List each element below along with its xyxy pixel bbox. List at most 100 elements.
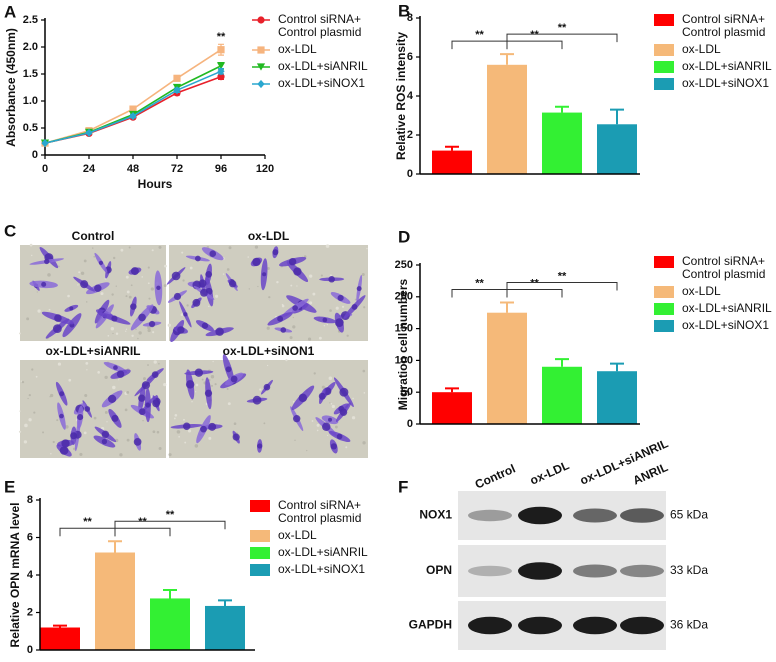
texture xyxy=(147,364,149,366)
cell-body xyxy=(59,446,69,455)
legend-label: ox-LDL+siNOX1 xyxy=(682,76,769,90)
texture xyxy=(266,267,270,270)
significance-label: ** xyxy=(558,22,567,34)
texture xyxy=(125,328,128,330)
y-tick-label: 50 xyxy=(401,386,413,398)
y-tick-label: 0 xyxy=(407,168,413,180)
significance-bracket xyxy=(451,289,508,298)
cell-body xyxy=(330,443,337,450)
texture xyxy=(281,303,284,306)
cell-body xyxy=(328,417,333,422)
texture xyxy=(346,334,349,337)
cell-body xyxy=(177,326,185,334)
y-axis-label: Migration cell numbers xyxy=(396,278,410,410)
texture xyxy=(195,383,199,387)
bar xyxy=(205,605,245,650)
legend-label: Control siRNA+ Control plasmid xyxy=(278,498,361,525)
texture xyxy=(254,245,259,249)
texture xyxy=(152,331,155,334)
legend-label: ox-LDL+siNOX1 xyxy=(682,318,769,332)
texture xyxy=(24,423,28,428)
texture xyxy=(292,401,295,403)
legend-marker xyxy=(257,16,265,24)
bar xyxy=(542,366,582,424)
texture xyxy=(257,285,259,288)
y-tick-label: 150 xyxy=(395,323,413,335)
texture xyxy=(329,309,332,312)
marker xyxy=(217,46,225,54)
cell-body xyxy=(322,317,328,323)
texture xyxy=(307,337,312,341)
error-bar xyxy=(445,145,459,151)
texture xyxy=(208,305,210,308)
significance-label: ** xyxy=(138,516,147,528)
texture xyxy=(248,288,251,290)
legend-swatch xyxy=(250,547,270,559)
texture xyxy=(194,444,199,448)
texture xyxy=(124,408,128,412)
legend-label: ox-LDL xyxy=(682,284,721,298)
blot-band xyxy=(518,616,562,635)
texture xyxy=(31,254,33,257)
legend-marker xyxy=(257,79,265,89)
error-bar xyxy=(218,599,232,606)
texture xyxy=(128,246,131,249)
texture xyxy=(341,305,345,308)
texture xyxy=(37,309,41,313)
texture xyxy=(125,275,129,279)
cell-body xyxy=(116,370,125,378)
cell-body xyxy=(277,315,284,322)
lane-label: ox-LDL xyxy=(528,458,571,488)
texture xyxy=(313,372,316,375)
cell-body xyxy=(77,414,84,421)
texture xyxy=(80,271,85,276)
blot-band xyxy=(620,616,664,635)
y-tick-label: 2.0 xyxy=(23,41,38,53)
cell-body xyxy=(182,422,191,431)
texture xyxy=(120,248,124,252)
bar xyxy=(40,627,80,650)
panel-letter: B xyxy=(398,1,410,20)
texture xyxy=(331,404,335,409)
texture xyxy=(362,369,366,373)
texture xyxy=(352,397,354,400)
legend-swatch xyxy=(654,14,674,26)
bar xyxy=(487,64,527,174)
cell-body xyxy=(148,320,156,328)
texture xyxy=(335,306,339,310)
legend-marker xyxy=(257,46,265,54)
texture xyxy=(110,327,115,331)
bar xyxy=(150,598,190,650)
cell-body xyxy=(201,322,209,329)
cell-body xyxy=(335,318,344,327)
y-tick-label: 0 xyxy=(407,418,413,430)
legend-swatch xyxy=(250,530,270,542)
texture xyxy=(189,266,193,270)
significance-bracket xyxy=(506,282,618,291)
texture xyxy=(214,383,217,386)
cell-body xyxy=(171,271,181,281)
texture xyxy=(182,279,185,282)
blot-band xyxy=(518,506,562,525)
blot-row-label: NOX1 xyxy=(419,508,452,522)
texture xyxy=(158,363,160,365)
legend-swatch xyxy=(654,320,674,332)
bar xyxy=(432,392,472,424)
texture xyxy=(142,419,144,422)
x-tick-label: 72 xyxy=(171,163,183,175)
significance-bracket xyxy=(506,289,563,298)
texture xyxy=(52,440,55,444)
cell-body xyxy=(356,286,362,292)
legend-swatch xyxy=(654,44,674,56)
texture xyxy=(147,266,150,269)
cell-body xyxy=(339,408,348,416)
texture xyxy=(259,388,262,391)
significance-label: ** xyxy=(558,270,567,282)
texture xyxy=(329,402,331,404)
bar xyxy=(597,371,637,424)
cell-body xyxy=(101,430,110,439)
y-tick-label: 0.5 xyxy=(23,122,38,134)
texture xyxy=(79,452,83,456)
legend-label: ox-LDL+siANRIL xyxy=(278,59,368,73)
